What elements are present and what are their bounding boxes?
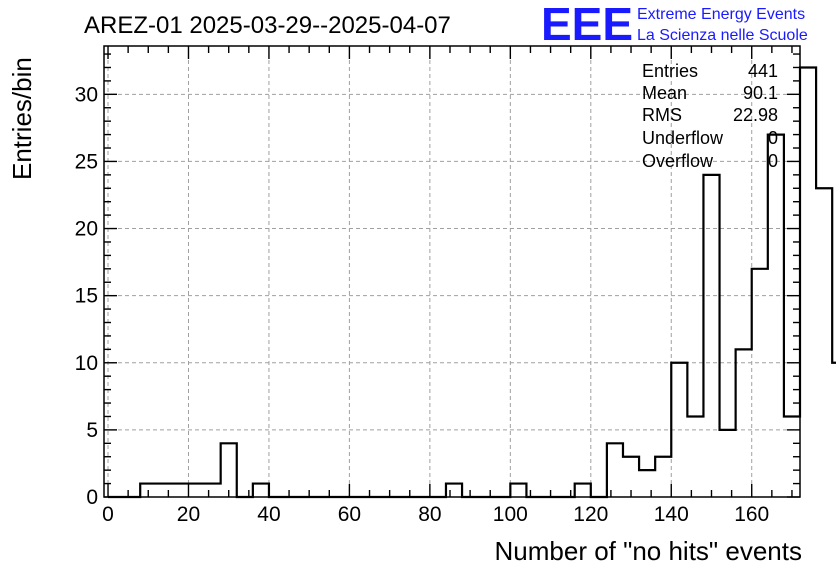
stats-overflow-value: 0 (768, 151, 778, 171)
logo-mark: EEE (541, 0, 633, 50)
y-tick-label: 0 (86, 486, 98, 509)
axis-ticks: 0 20 40 60 80 100 120 140 160 0 5 10 15 20 25 30 (75, 46, 800, 526)
x-tick-label: 60 (338, 503, 361, 526)
y-tick-label: 20 (75, 218, 98, 241)
stats-entries-label: Entries (642, 61, 698, 81)
x-tick-label: 120 (573, 503, 608, 526)
stats-rms-label: RMS (642, 105, 682, 125)
x-tick-label: 40 (257, 503, 280, 526)
x-axis-title: Number of "no hits" events (495, 536, 803, 566)
stats-underflow-label: Underflow (642, 128, 724, 148)
y-tick-label: 30 (75, 83, 98, 106)
grid-lines (104, 46, 800, 497)
x-tick-label: 0 (102, 503, 114, 526)
stats-mean-label: Mean (642, 83, 687, 103)
stats-entries-value: 441 (748, 61, 778, 81)
chart-title: AREZ-01 2025-03-29--2025-04-07 (84, 12, 451, 39)
logo-line-1: Extreme Energy Events (637, 6, 805, 23)
y-tick-label: 15 (75, 285, 98, 308)
stats-rms-value: 22.98 (733, 105, 778, 125)
stats-mean-value: 90.1 (743, 83, 778, 103)
plot-frame (103, 45, 801, 498)
x-tick-label: 100 (493, 503, 528, 526)
y-tick-label: 5 (86, 419, 98, 442)
stats-underflow-value: 0 (768, 128, 778, 148)
stats-overflow-label: Overflow (642, 151, 714, 171)
stats-box: Entries 441 Mean 90.1 RMS 22.98 Underflo… (642, 61, 778, 171)
x-tick-label: 80 (418, 503, 441, 526)
x-tick-label: 140 (654, 503, 689, 526)
x-tick-label: 160 (734, 503, 769, 526)
logo: EEE Extreme Energy Events La Scienza nel… (541, 0, 808, 50)
x-tick-label: 20 (177, 503, 200, 526)
y-tick-label: 25 (75, 150, 98, 173)
logo-line-2: La Scienza nelle Scuole (637, 27, 808, 44)
y-tick-label: 10 (75, 352, 98, 375)
histogram-series (108, 66, 836, 499)
y-axis-title: Entries/bin (7, 57, 37, 180)
